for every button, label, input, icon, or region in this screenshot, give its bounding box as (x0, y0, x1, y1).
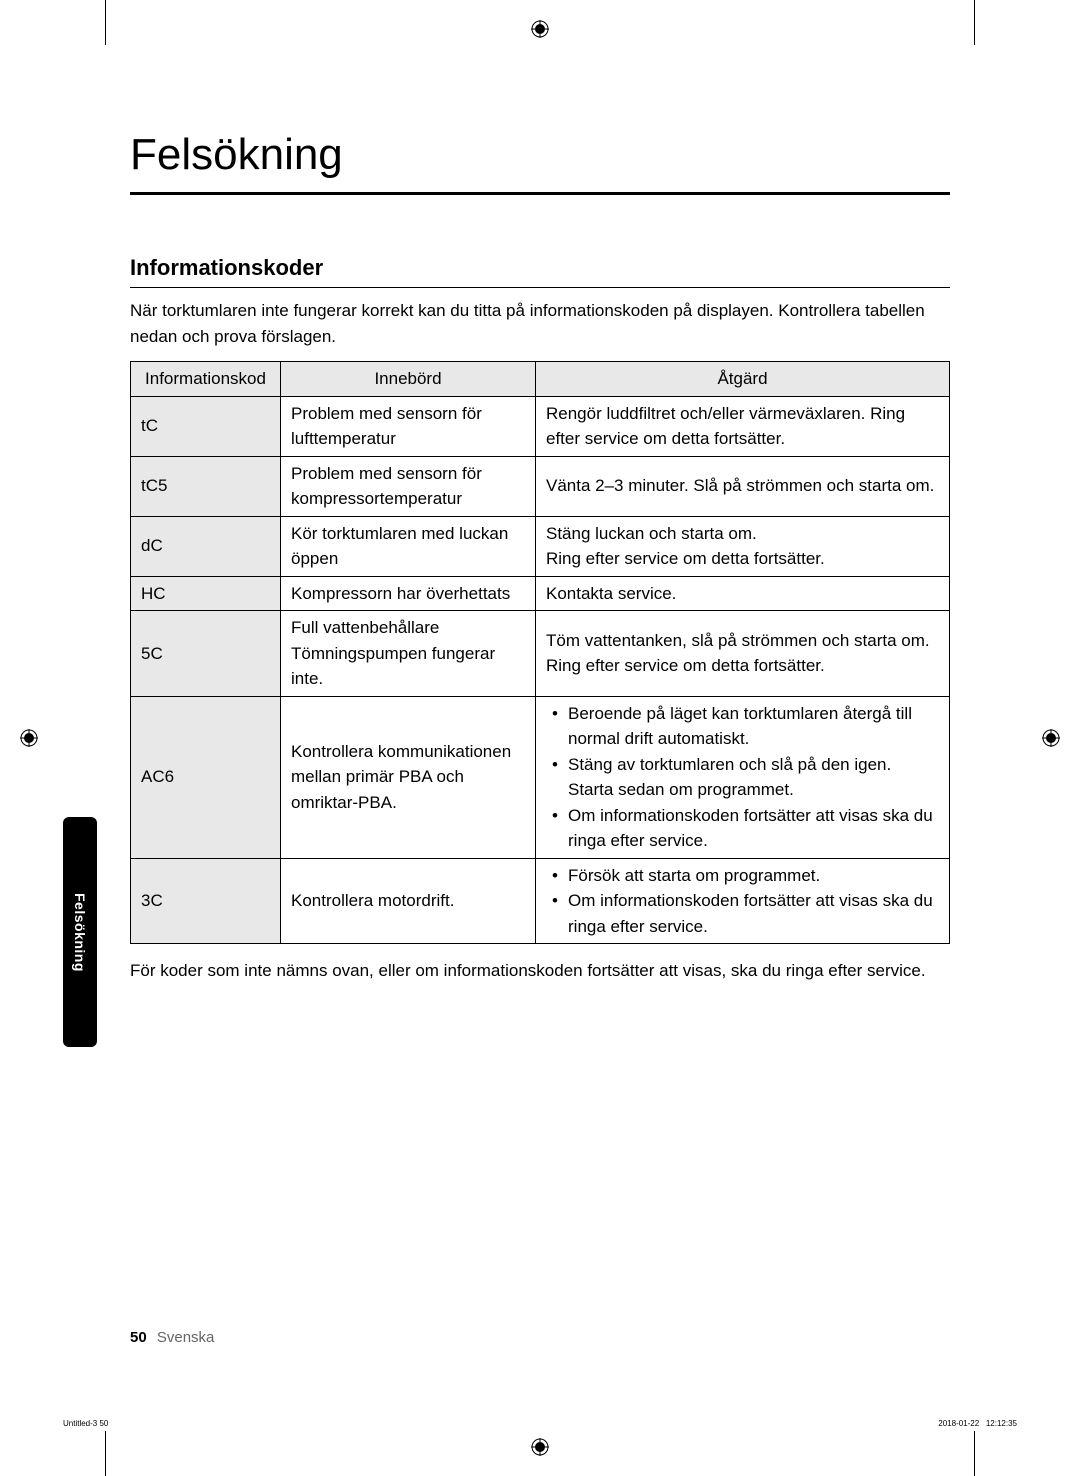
cell-meaning: Full vattenbehållareTömningspumpen funge… (281, 611, 536, 697)
table-row: tC5Problem med sensorn för kompressortem… (131, 456, 950, 516)
registration-mark-icon (1042, 729, 1060, 747)
table-row: dCKör torktumlaren med luckan öppenStäng… (131, 516, 950, 576)
cell-action: Stäng luckan och starta om.Ring efter se… (536, 516, 950, 576)
side-tab: Felsökning (63, 817, 97, 1047)
cell-meaning: Kompressorn har överhettats (281, 576, 536, 611)
page-content: Felsökning Informationskoder När torktum… (130, 130, 950, 1346)
table-row: tCProblem med sensorn för lufttemperatur… (131, 396, 950, 456)
cell-code: AC6 (131, 696, 281, 858)
action-list-item: Försök att starta om programmet. (546, 863, 939, 889)
page-title: Felsökning (130, 130, 950, 195)
action-list-item: Stäng av torktumlaren och slå på den ige… (546, 752, 939, 803)
registration-mark-icon (531, 20, 549, 38)
crop-line (105, 0, 106, 45)
cell-code: dC (131, 516, 281, 576)
action-list-item: Beroende på läget kan torktumlaren återg… (546, 701, 939, 752)
header-action: Åtgärd (536, 362, 950, 397)
table-header-row: Informationskod Innebörd Åtgärd (131, 362, 950, 397)
cell-action: Försök att starta om programmet.Om infor… (536, 858, 950, 944)
intro-text: När torktumlaren inte fungerar korrekt k… (130, 298, 950, 349)
cell-meaning: Kontrollera motordrift. (281, 858, 536, 944)
cell-action: Rengör luddfiltret och/eller värmeväxlar… (536, 396, 950, 456)
codes-table: Informationskod Innebörd Åtgärd tCProble… (130, 361, 950, 944)
action-list-item: Om informationskoden fortsätter att visa… (546, 803, 939, 854)
print-meta-left: Untitled-3 50 (63, 1419, 108, 1428)
page-language: Svenska (157, 1329, 215, 1346)
cell-code: HC (131, 576, 281, 611)
cell-code: tC (131, 396, 281, 456)
cell-action: Töm vattentanken, slå på strömmen och st… (536, 611, 950, 697)
registration-mark-icon (531, 1438, 549, 1456)
cell-code: 5C (131, 611, 281, 697)
footer-note: För koder som inte nämns ovan, eller om … (130, 958, 950, 984)
cell-meaning: Kontrollera kommunikationen mellan primä… (281, 696, 536, 858)
cell-meaning: Kör torktumlaren med luckan öppen (281, 516, 536, 576)
header-meaning: Innebörd (281, 362, 536, 397)
table-row: HCKompressorn har överhettatsKontakta se… (131, 576, 950, 611)
registration-mark-icon (20, 729, 38, 747)
section-title: Informationskoder (130, 255, 950, 288)
cell-action: Kontakta service. (536, 576, 950, 611)
page-footer: 50 Svenska (130, 1329, 214, 1346)
page-number: 50 (130, 1329, 147, 1346)
action-list: Beroende på läget kan torktumlaren återg… (546, 701, 939, 854)
cell-meaning: Problem med sensorn för kompressortemper… (281, 456, 536, 516)
cell-action: Beroende på läget kan torktumlaren återg… (536, 696, 950, 858)
action-list-item: Om informationskoden fortsätter att visa… (546, 888, 939, 939)
table-row: AC6Kontrollera kommunikationen mellan pr… (131, 696, 950, 858)
crop-line (105, 1431, 106, 1476)
crop-line (974, 1431, 975, 1476)
action-list: Försök att starta om programmet.Om infor… (546, 863, 939, 940)
header-code: Informationskod (131, 362, 281, 397)
cell-code: tC5 (131, 456, 281, 516)
cell-action: Vänta 2–3 minuter. Slå på strömmen och s… (536, 456, 950, 516)
table-row: 5CFull vattenbehållareTömningspumpen fun… (131, 611, 950, 697)
cell-meaning: Problem med sensorn för lufttemperatur (281, 396, 536, 456)
side-tab-label: Felsökning (72, 893, 88, 972)
cell-code: 3C (131, 858, 281, 944)
table-row: 3CKontrollera motordrift.Försök att star… (131, 858, 950, 944)
print-meta-right: 2018-01-22 12:12:35 (938, 1419, 1017, 1428)
crop-line (974, 0, 975, 45)
